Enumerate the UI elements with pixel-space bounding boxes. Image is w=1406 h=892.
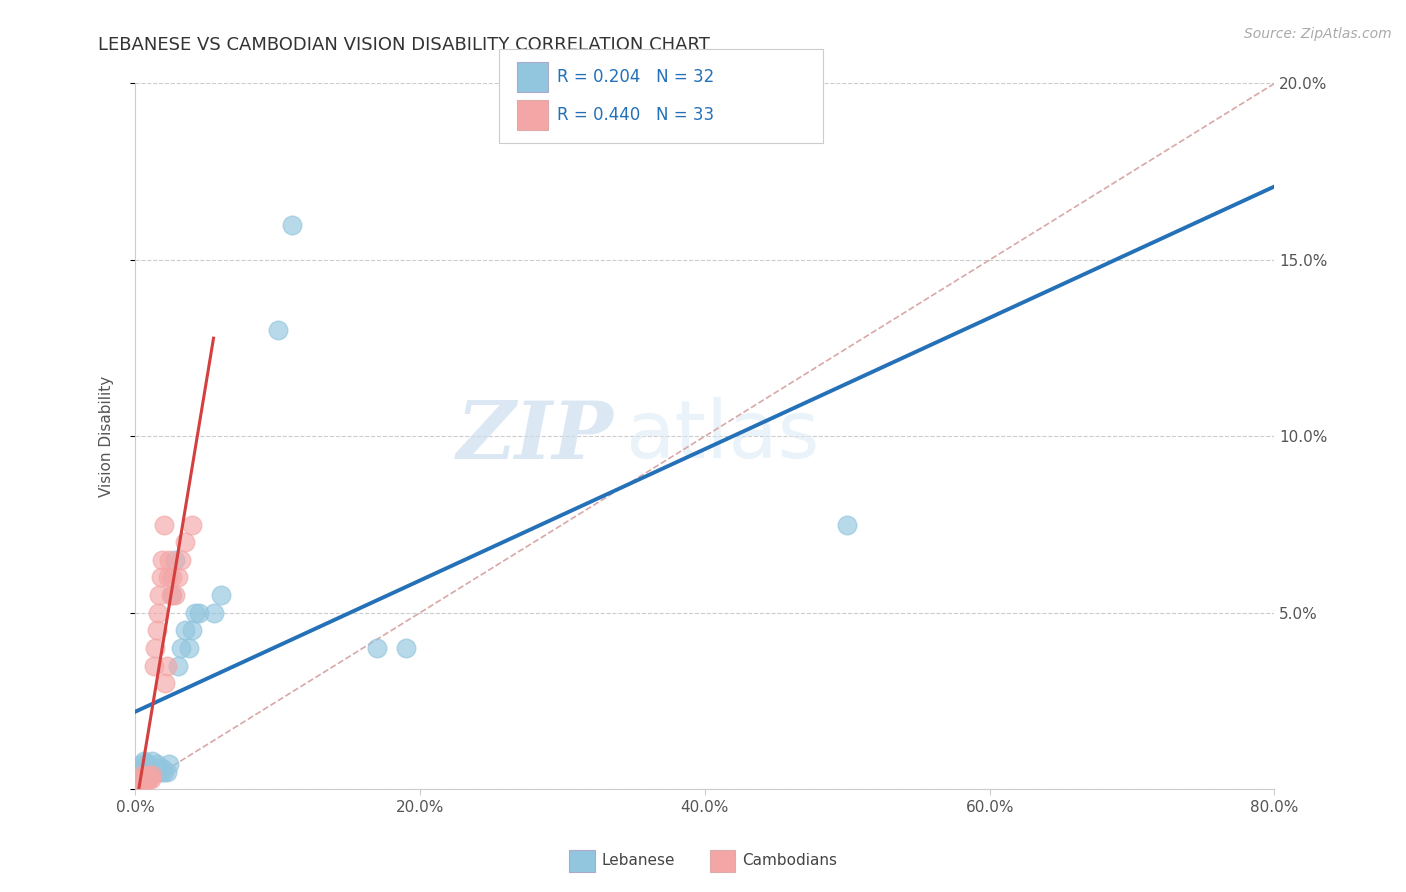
Point — [132, 772, 155, 786]
Text: Lebanese: Lebanese — [602, 854, 675, 868]
Point — [184, 606, 207, 620]
Point — [135, 757, 157, 772]
Point — [149, 764, 172, 779]
Point — [202, 606, 225, 620]
Point — [209, 588, 232, 602]
Point — [135, 772, 157, 786]
Point — [160, 570, 183, 584]
Point — [142, 658, 165, 673]
Point — [135, 772, 157, 786]
Point — [129, 761, 152, 775]
Text: atlas: atlas — [626, 397, 820, 475]
Point — [167, 570, 190, 584]
Point — [131, 757, 153, 772]
Point — [174, 624, 197, 638]
Point — [141, 768, 163, 782]
Point — [157, 757, 180, 772]
Point — [174, 535, 197, 549]
Point — [159, 588, 181, 602]
Text: R = 0.204   N = 32: R = 0.204 N = 32 — [557, 69, 714, 87]
Point — [136, 772, 159, 786]
Point — [148, 588, 170, 602]
Point — [150, 553, 173, 567]
Point — [155, 764, 177, 779]
Point — [150, 761, 173, 775]
Point — [179, 640, 201, 655]
Point — [395, 640, 418, 655]
Point — [132, 754, 155, 768]
Point — [170, 553, 193, 567]
Point — [160, 588, 183, 602]
Point — [146, 606, 169, 620]
Point — [136, 761, 159, 775]
Point — [143, 761, 166, 775]
Point — [131, 772, 153, 786]
Point — [128, 772, 150, 786]
Point — [157, 553, 180, 567]
Point — [155, 658, 177, 673]
Point — [165, 553, 187, 567]
Point — [181, 517, 204, 532]
Point — [366, 640, 388, 655]
Point — [139, 772, 162, 786]
Point — [143, 640, 166, 655]
Text: LEBANESE VS CAMBODIAN VISION DISABILITY CORRELATION CHART: LEBANESE VS CAMBODIAN VISION DISABILITY … — [98, 36, 710, 54]
Point — [156, 570, 179, 584]
Y-axis label: Vision Disability: Vision Disability — [100, 376, 114, 497]
Text: ZIP: ZIP — [457, 398, 613, 475]
Point — [145, 624, 167, 638]
Point — [170, 640, 193, 655]
Point — [127, 764, 149, 779]
Point — [129, 772, 152, 786]
Point — [134, 761, 156, 775]
Point — [188, 606, 211, 620]
Text: Source: ZipAtlas.com: Source: ZipAtlas.com — [1244, 27, 1392, 41]
Point — [165, 588, 187, 602]
Point — [837, 517, 859, 532]
Point — [153, 676, 176, 690]
Text: R = 0.440   N = 33: R = 0.440 N = 33 — [557, 106, 714, 124]
Point — [266, 323, 288, 337]
Text: Cambodians: Cambodians — [742, 854, 838, 868]
Point — [145, 757, 167, 772]
Point — [181, 624, 204, 638]
Point — [149, 570, 172, 584]
Point — [281, 218, 304, 232]
Point — [138, 768, 160, 782]
Point — [125, 772, 148, 786]
Point — [167, 658, 190, 673]
Point — [152, 764, 174, 779]
Point — [127, 772, 149, 786]
Point — [138, 764, 160, 779]
Point — [134, 772, 156, 786]
Point — [148, 761, 170, 775]
Point — [141, 754, 163, 768]
Point — [152, 517, 174, 532]
Point — [131, 768, 153, 782]
Point — [146, 764, 169, 779]
Point — [138, 772, 160, 786]
Point — [128, 764, 150, 779]
